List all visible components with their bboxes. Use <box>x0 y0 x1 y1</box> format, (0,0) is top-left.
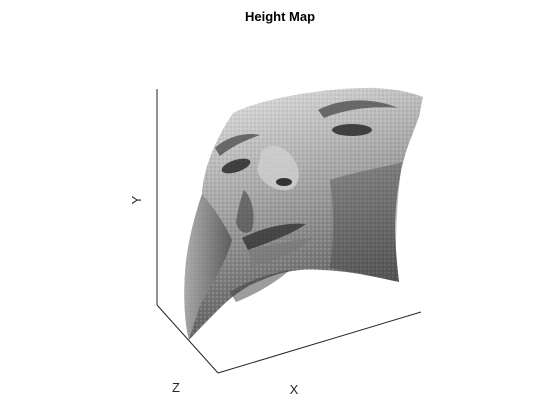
surface-eye-left <box>221 158 251 174</box>
z-axis-label: Z <box>172 380 180 395</box>
surface-eye-right <box>332 124 372 136</box>
surface-lip <box>248 238 312 266</box>
surface-right-shade <box>330 162 402 282</box>
surface-brow-right <box>318 100 398 118</box>
y-axis-label: Y <box>129 195 144 204</box>
x-axis-label: X <box>290 382 299 397</box>
z-axis-line <box>156 304 219 374</box>
surface-texture <box>184 87 423 340</box>
surface-nose-shadow <box>236 190 254 233</box>
x-axis-line <box>217 311 422 374</box>
surface-brow-left <box>215 134 260 156</box>
surface-chin-edge <box>230 270 290 302</box>
chart-title: Height Map <box>244 9 316 24</box>
surface-nostril <box>276 178 292 186</box>
surface-mouth <box>242 223 306 250</box>
surface <box>184 87 423 340</box>
surface-jaw-shade <box>184 194 232 340</box>
